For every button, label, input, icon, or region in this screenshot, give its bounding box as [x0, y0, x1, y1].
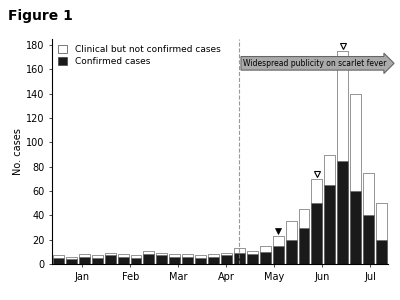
Bar — [312, 179, 322, 203]
Bar — [376, 203, 387, 240]
Bar — [208, 257, 219, 264]
Bar — [324, 185, 335, 264]
Bar — [273, 236, 284, 246]
Bar — [286, 240, 296, 264]
Bar — [169, 257, 180, 264]
Bar — [92, 256, 103, 258]
Bar — [350, 191, 361, 264]
Bar — [208, 254, 219, 257]
Bar — [195, 258, 206, 264]
Bar — [221, 253, 232, 256]
Bar — [234, 253, 245, 264]
Bar — [144, 250, 154, 254]
Bar — [79, 254, 90, 257]
Text: Widespread publicity on scarlet fever: Widespread publicity on scarlet fever — [243, 59, 387, 68]
Text: Figure 1: Figure 1 — [8, 9, 73, 23]
Bar — [169, 254, 180, 257]
Bar — [66, 257, 77, 259]
Bar — [312, 203, 322, 264]
Bar — [66, 259, 77, 264]
Bar — [105, 256, 116, 264]
Bar — [195, 256, 206, 258]
Bar — [260, 252, 271, 264]
Bar — [105, 253, 116, 256]
Bar — [118, 257, 128, 264]
Bar — [156, 256, 167, 264]
Legend: Clinical but not confirmed cases, Confirmed cases: Clinical but not confirmed cases, Confir… — [56, 44, 222, 68]
Bar — [53, 258, 64, 264]
Bar — [337, 160, 348, 264]
Bar — [247, 254, 258, 264]
Bar — [363, 215, 374, 264]
Bar — [92, 258, 103, 264]
Bar — [234, 248, 245, 253]
Bar — [324, 154, 335, 185]
Y-axis label: No. cases: No. cases — [13, 128, 23, 175]
Bar — [273, 246, 284, 264]
Bar — [247, 250, 258, 254]
Bar — [182, 254, 193, 257]
Bar — [298, 227, 310, 264]
Bar — [144, 254, 154, 264]
Bar — [363, 173, 374, 215]
Bar — [79, 257, 90, 264]
Bar — [350, 94, 361, 191]
Bar — [298, 209, 310, 227]
Bar — [156, 253, 167, 256]
Bar — [221, 256, 232, 264]
Bar — [130, 258, 142, 264]
Bar — [286, 221, 296, 240]
Bar — [118, 254, 128, 257]
Bar — [337, 51, 348, 160]
Bar — [260, 246, 271, 252]
Bar — [376, 240, 387, 264]
Bar — [53, 256, 64, 258]
Bar — [182, 257, 193, 264]
Bar — [130, 256, 142, 258]
